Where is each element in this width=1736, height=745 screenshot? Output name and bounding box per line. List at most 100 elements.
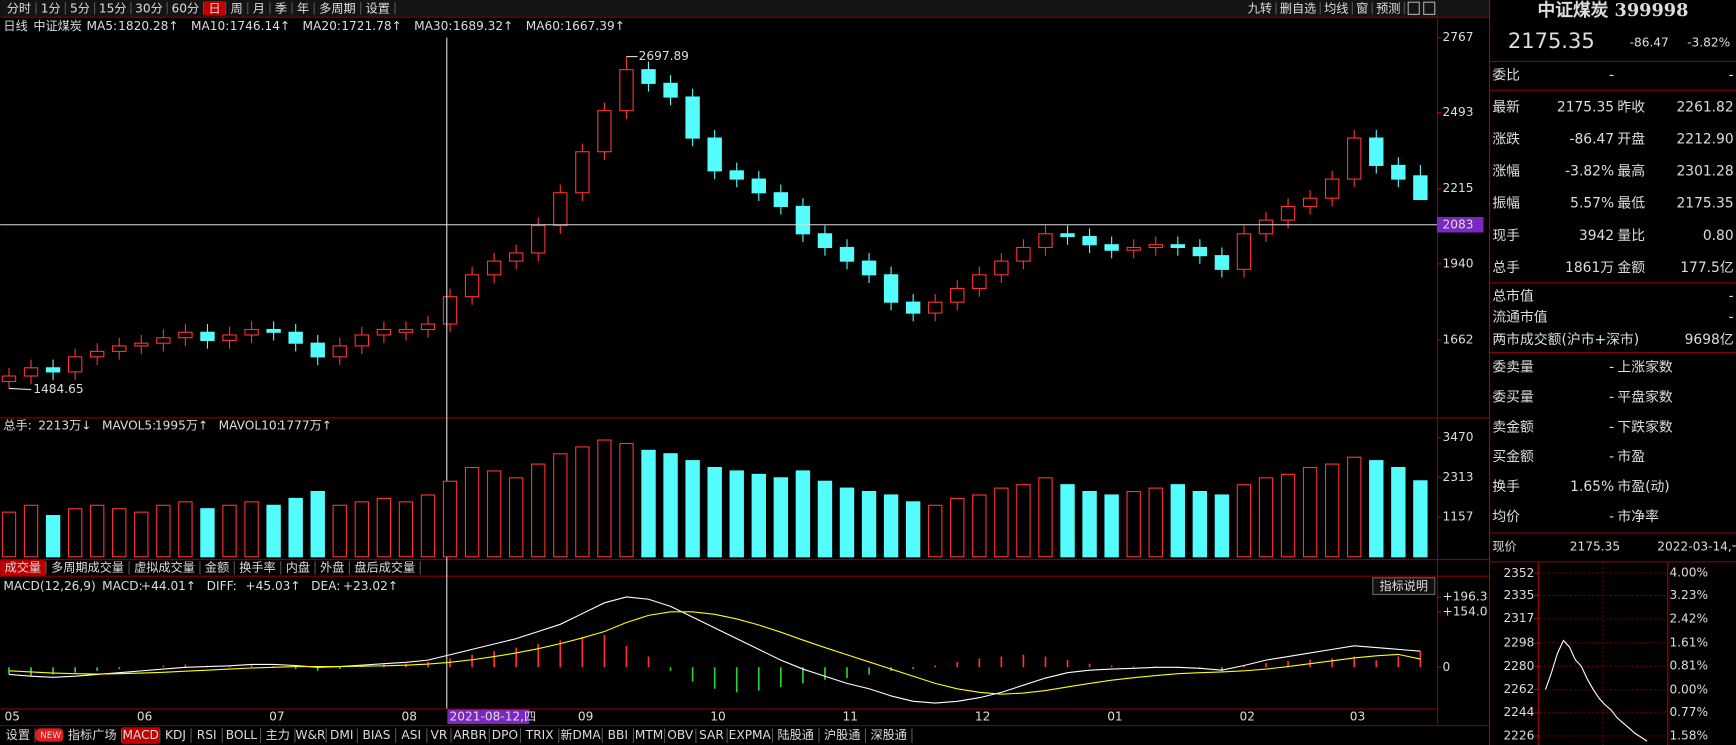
legend-value: 1667.39↑ xyxy=(564,19,624,33)
candle-body xyxy=(178,331,193,339)
y2-tick-label: 3.23% xyxy=(1669,588,1708,602)
quote-value: - xyxy=(1609,419,1614,435)
period-button[interactable]: 15分 xyxy=(99,1,127,15)
bottom-tab[interactable]: 设置 xyxy=(6,728,30,742)
bottom-tab[interactable]: NEW xyxy=(40,731,61,741)
candle-body xyxy=(112,345,127,352)
bottom-tab[interactable]: DMI xyxy=(330,728,353,742)
volume-bar xyxy=(905,501,921,558)
y-tick-label: 1940 xyxy=(1443,256,1474,270)
volume-bar xyxy=(839,487,855,558)
volume-bar xyxy=(1170,484,1185,558)
indicator-tab[interactable]: 内盘 xyxy=(286,559,310,574)
volume-bar xyxy=(178,501,193,558)
volume-bar xyxy=(883,494,899,558)
y-tick-label: 2226 xyxy=(1503,728,1534,742)
x-tick-label: 08 xyxy=(402,709,417,723)
period-button[interactable]: 年 xyxy=(297,1,309,15)
quote-label: 市盈(动) xyxy=(1617,478,1669,495)
volume-bar xyxy=(575,446,590,558)
intraday-price-label: 现价 xyxy=(1492,539,1516,553)
window-icon[interactable] xyxy=(1423,1,1436,15)
bottom-tab[interactable]: RSI xyxy=(197,728,217,742)
toolbar-bg xyxy=(0,0,1490,17)
period-button[interactable]: 分时 xyxy=(7,1,31,15)
bottom-tab[interactable]: 沪股通 xyxy=(824,728,860,742)
volume-bar xyxy=(244,501,259,558)
bottom-tab[interactable]: OBV xyxy=(667,728,694,742)
candle-body xyxy=(1148,244,1163,249)
bottom-tab[interactable]: ARBR xyxy=(453,728,487,742)
period-button[interactable]: 60分 xyxy=(172,1,200,15)
bottom-tab[interactable]: DPO xyxy=(492,728,518,742)
volume-bar xyxy=(950,497,965,558)
candle-body xyxy=(773,192,789,207)
quote-label: 流通市值 xyxy=(1492,309,1547,326)
bottom-tab[interactable]: 深股通 xyxy=(870,728,906,742)
indicator-tab[interactable]: 外盘 xyxy=(320,559,344,574)
period-button[interactable]: 月 xyxy=(253,1,265,15)
volume-bar xyxy=(861,491,877,558)
bottom-tab[interactable]: SAR xyxy=(699,728,724,742)
legend-value: 1721.78↑ xyxy=(341,19,401,33)
period-button[interactable]: 5分 xyxy=(70,1,90,15)
indicator-tab[interactable]: 多周期成交量 xyxy=(51,559,124,574)
period-button[interactable]: 30分 xyxy=(135,1,163,15)
tool-button[interactable]: 九转 xyxy=(1248,0,1272,15)
bottom-tab[interactable]: 陆股通 xyxy=(777,727,813,742)
bottom-tab[interactable]: BIAS xyxy=(363,728,391,742)
period-button[interactable]: 周 xyxy=(231,1,243,15)
candle-body xyxy=(1082,235,1097,246)
y-tick-label: 2244 xyxy=(1503,705,1534,719)
window-icon[interactable] xyxy=(1407,1,1420,15)
period-button[interactable]: 多周期 xyxy=(319,1,355,15)
candle-body xyxy=(575,151,590,194)
candle-body xyxy=(1391,164,1406,180)
bottom-tab[interactable]: W&R xyxy=(296,728,326,742)
y-tick-label: 0 xyxy=(1443,660,1451,674)
x-tick-label: 09 xyxy=(578,709,593,723)
candle-body xyxy=(332,345,347,358)
bottom-tab[interactable]: BOLL xyxy=(226,728,257,742)
volume-bar xyxy=(1082,491,1097,558)
period-button[interactable]: 1分 xyxy=(41,1,61,15)
period-button[interactable]: 日 xyxy=(208,1,220,15)
volume-bar xyxy=(1413,480,1428,558)
bottom-tab[interactable]: KDJ xyxy=(165,728,186,742)
bottom-tab[interactable]: TRIX xyxy=(525,728,554,742)
y-tick-label: +154.0 xyxy=(1443,605,1488,619)
bottom-tab[interactable]: 新DMA xyxy=(560,727,601,742)
indicator-tab[interactable]: 成交量 xyxy=(5,559,41,574)
bottom-tab[interactable]: EXPMA xyxy=(729,728,772,742)
period-button[interactable]: 季 xyxy=(275,1,287,15)
indicator-tab[interactable]: 金额 xyxy=(205,559,229,574)
crosshair-date: 2021-08-12,四 xyxy=(450,709,537,723)
bottom-tab[interactable]: 指标广场 xyxy=(68,727,117,742)
indicator-help[interactable]: 指标说明 xyxy=(1379,578,1428,593)
bottom-tab[interactable]: MACD xyxy=(122,728,158,742)
indicator-tab[interactable]: 盘后成交量 xyxy=(354,559,415,574)
tool-button[interactable]: 预测 xyxy=(1376,1,1400,15)
bottom-tab[interactable]: VR xyxy=(431,728,448,742)
indicator-help-bg[interactable] xyxy=(1372,577,1436,596)
candle-body xyxy=(619,69,634,112)
volume-bar xyxy=(817,480,833,558)
candle-body xyxy=(1280,205,1296,221)
volume-bar xyxy=(619,442,634,558)
indicator-tab[interactable]: 换手率 xyxy=(239,559,275,574)
volume-bar xyxy=(928,504,943,558)
candle-body xyxy=(134,342,149,347)
indicator-tab[interactable]: 虚拟成交量 xyxy=(134,559,195,574)
bottom-tab[interactable]: MTM xyxy=(635,728,663,742)
tool-button[interactable]: 删自选 xyxy=(1280,1,1316,15)
bottom-tab[interactable]: ASI xyxy=(401,728,421,742)
period-button[interactable]: 设置 xyxy=(366,1,390,15)
tool-button[interactable]: 窗 xyxy=(1356,1,1368,15)
tool-button[interactable]: 均线 xyxy=(1324,1,1348,15)
bottom-tab[interactable]: 主力 xyxy=(266,728,290,742)
candle-body xyxy=(266,328,281,333)
volume-bar xyxy=(1126,491,1141,558)
bottom-tab[interactable]: BBI xyxy=(608,728,628,742)
candle-body xyxy=(442,296,458,325)
